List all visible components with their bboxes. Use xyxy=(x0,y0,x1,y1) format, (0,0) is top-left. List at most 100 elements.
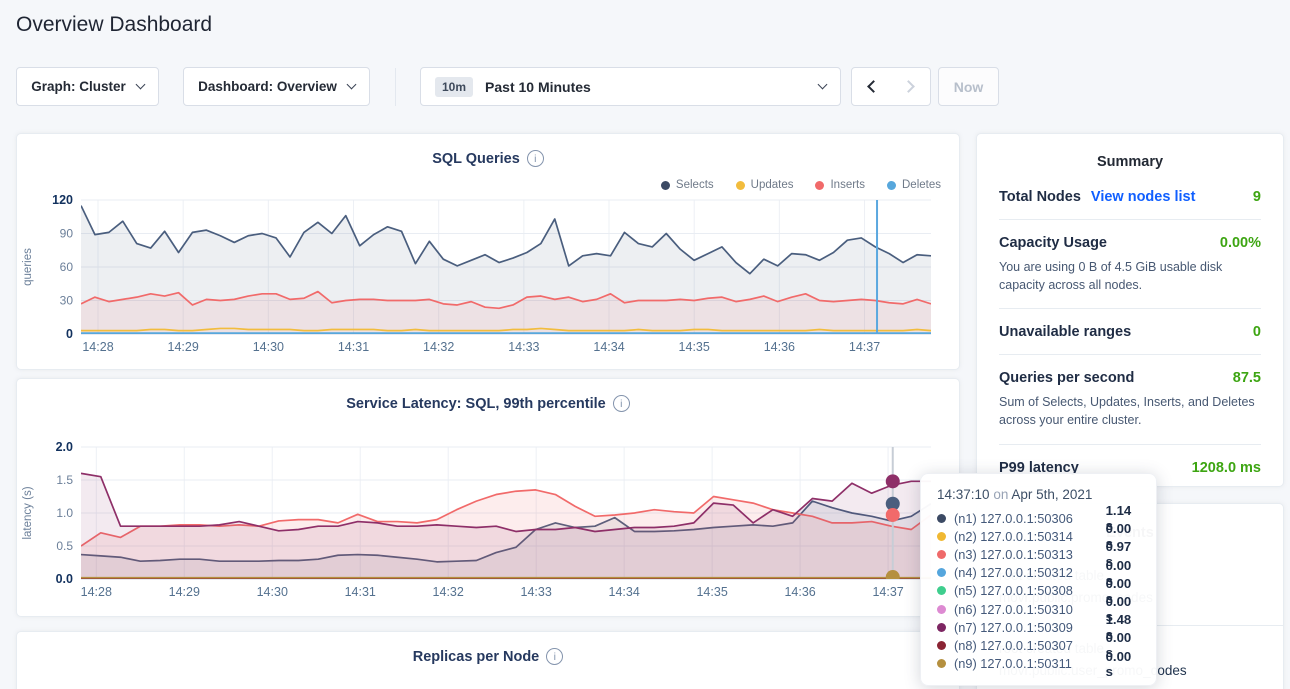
tooltip-node: (n4) 127.0.0.1:50312 xyxy=(954,565,1073,581)
info-icon[interactable]: i xyxy=(526,150,544,167)
summary-row-queries-per-second: Queries per second 87.5 Sum of Selects, … xyxy=(999,355,1261,445)
tooltip-row: (n8) 127.0.0.1:50307 0.00 s xyxy=(937,630,1140,660)
tooltip-node: (n2) 127.0.0.1:50314 xyxy=(954,528,1073,544)
svg-text:2.0: 2.0 xyxy=(56,440,73,454)
summary-value: 0.00% xyxy=(1219,235,1261,251)
legend-item[interactable]: Updates xyxy=(735,179,794,191)
chart-title: Replicas per Node xyxy=(412,648,540,665)
tooltip-value: 0.00 s xyxy=(1105,630,1132,661)
legend-label: Inserts xyxy=(830,179,865,191)
svg-text:120: 120 xyxy=(52,193,73,207)
svg-text:14:35: 14:35 xyxy=(696,585,727,599)
tooltip-node: (n5) 127.0.0.1:50308 xyxy=(954,583,1073,599)
service-latency-plot[interactable]: 14:28 14:29 14:30 14:31 14:32 14:33 14:34 14:35… xyxy=(17,429,961,609)
summary-label: Unavailable ranges xyxy=(999,324,1132,341)
svg-text:14:36: 14:36 xyxy=(764,340,795,354)
dashboard-dropdown-label: Dashboard: Overview xyxy=(198,79,337,94)
tooltip-value: 0.97 s xyxy=(1105,539,1132,570)
svg-text:14:32: 14:32 xyxy=(423,340,454,354)
tooltip-node: (n8) 127.0.0.1:50307 xyxy=(954,637,1073,653)
chevron-left-icon xyxy=(866,80,880,93)
summary-label: Queries per second xyxy=(999,370,1135,387)
svg-text:14:37: 14:37 xyxy=(849,340,880,354)
tooltip-value: 1.14 s xyxy=(1105,503,1132,534)
tooltip-date: Apr 5th, 2021 xyxy=(1011,487,1093,502)
tooltip-value: 0.00 s xyxy=(1105,648,1132,679)
legend-item[interactable]: Selects xyxy=(660,179,714,191)
tooltip-row: (n6) 127.0.0.1:50310 0.00 s xyxy=(937,594,1140,624)
svg-text:14:36: 14:36 xyxy=(784,585,815,599)
graph-dropdown-label: Graph: Cluster xyxy=(31,79,126,94)
node-color-dot xyxy=(937,586,946,596)
summary-label: Capacity Usage xyxy=(999,235,1107,251)
summary-row-total-nodes: Total Nodes View nodes list 9 xyxy=(999,174,1261,220)
service-latency-chart-card: Service Latency: SQL, 99th percentile i … xyxy=(16,378,960,617)
svg-text:latency (s): latency (s) xyxy=(22,486,34,539)
svg-text:14:28: 14:28 xyxy=(82,340,113,354)
node-color-dot xyxy=(937,640,946,650)
tooltip-node: (n7) 127.0.0.1:50309 xyxy=(954,619,1073,635)
time-range-dropdown[interactable]: 10m Past 10 Minutes xyxy=(420,67,841,106)
chart-title: Service Latency: SQL, 99th percentile xyxy=(346,395,606,412)
tooltip-row: (n3) 127.0.0.1:50313 0.97 s xyxy=(937,539,1140,569)
time-range-prev-button[interactable] xyxy=(851,67,891,106)
tooltip-row: (n5) 127.0.0.1:50308 0.00 s xyxy=(937,576,1140,606)
summary-description: You are using 0 B of 4.5 GiB usable disk… xyxy=(999,260,1223,293)
svg-text:0.5: 0.5 xyxy=(56,539,73,553)
legend-dot-selects xyxy=(660,180,670,190)
legend-item[interactable]: Inserts xyxy=(815,179,865,191)
summary-value: 87.5 xyxy=(1232,370,1261,387)
node-color-dot xyxy=(937,549,946,559)
svg-text:90: 90 xyxy=(60,227,74,241)
view-nodes-list-link[interactable]: View nodes list xyxy=(1090,189,1196,205)
legend-dot-updates xyxy=(735,180,745,190)
svg-text:60: 60 xyxy=(60,260,74,274)
svg-text:14:28: 14:28 xyxy=(81,585,112,599)
chevron-right-icon xyxy=(901,80,915,93)
sql-queries-plot[interactable]: 14:28 14:29 14:30 14:31 14:32 14:33 14:34 14:35… xyxy=(17,180,961,365)
info-icon[interactable]: i xyxy=(546,648,564,665)
dashboard-dropdown[interactable]: Dashboard: Overview xyxy=(183,67,370,106)
svg-text:14:31: 14:31 xyxy=(338,340,369,354)
replicas-per-node-chart-card: Replicas per Node i xyxy=(16,631,960,689)
svg-text:14:34: 14:34 xyxy=(593,340,624,354)
tooltip-node: (n3) 127.0.0.1:50313 xyxy=(954,546,1073,562)
svg-text:14:29: 14:29 xyxy=(169,585,200,599)
tooltip-on: on xyxy=(993,487,1009,502)
summary-label: Total Nodes xyxy=(999,189,1081,205)
summary-row-p99-latency: P99 latency 1208.0 ms xyxy=(999,445,1261,490)
controls-divider xyxy=(395,68,396,106)
sql-queries-chart-card: SQL Queries i Selects Updates Inserts De… xyxy=(16,133,960,370)
tooltip-time: 14:37:10 xyxy=(937,487,990,502)
tooltip-row: (n4) 127.0.0.1:50312 0.00 s xyxy=(937,558,1140,588)
tooltip-node: (n1) 127.0.0.1:50306 xyxy=(954,510,1073,526)
tooltip-timestamp: 14:37:10 on Apr 5th, 2021 xyxy=(937,487,1140,502)
info-icon[interactable]: i xyxy=(612,395,630,412)
svg-text:1.5: 1.5 xyxy=(56,473,73,487)
svg-text:0.0: 0.0 xyxy=(56,572,73,586)
page-title: Overview Dashboard xyxy=(16,13,213,36)
chevron-down-icon xyxy=(135,79,146,90)
tooltip-value: 0.00 s xyxy=(1105,521,1132,552)
summary-description: Sum of Selects, Updates, Inserts, and De… xyxy=(999,395,1255,428)
legend-label: Updates xyxy=(750,179,794,191)
legend-dot-deletes xyxy=(887,180,896,190)
now-button[interactable]: Now xyxy=(938,67,999,106)
svg-text:30: 30 xyxy=(60,294,74,308)
tooltip-value: 0.00 s xyxy=(1105,557,1132,588)
svg-text:1.0: 1.0 xyxy=(56,506,73,520)
summary-row-unavailable-ranges: Unavailable ranges 0 xyxy=(999,309,1261,356)
svg-text:14:35: 14:35 xyxy=(679,340,710,354)
time-range-next-button[interactable] xyxy=(890,67,931,106)
tooltip-row: (n1) 127.0.0.1:50306 1.14 s xyxy=(937,503,1140,533)
chevron-down-icon xyxy=(817,79,828,90)
summary-panel: Summary Total Nodes View nodes list 9 Ca… xyxy=(976,133,1284,487)
graph-dropdown[interactable]: Graph: Cluster xyxy=(16,67,159,106)
svg-text:0: 0 xyxy=(66,327,73,341)
svg-text:14:32: 14:32 xyxy=(433,585,464,599)
node-color-dot xyxy=(937,531,946,541)
node-color-dot xyxy=(937,659,946,669)
svg-text:14:34: 14:34 xyxy=(609,585,640,599)
tooltip-node: (n9) 127.0.0.1:50311 xyxy=(954,656,1072,672)
legend-item[interactable]: Deletes xyxy=(887,179,941,191)
